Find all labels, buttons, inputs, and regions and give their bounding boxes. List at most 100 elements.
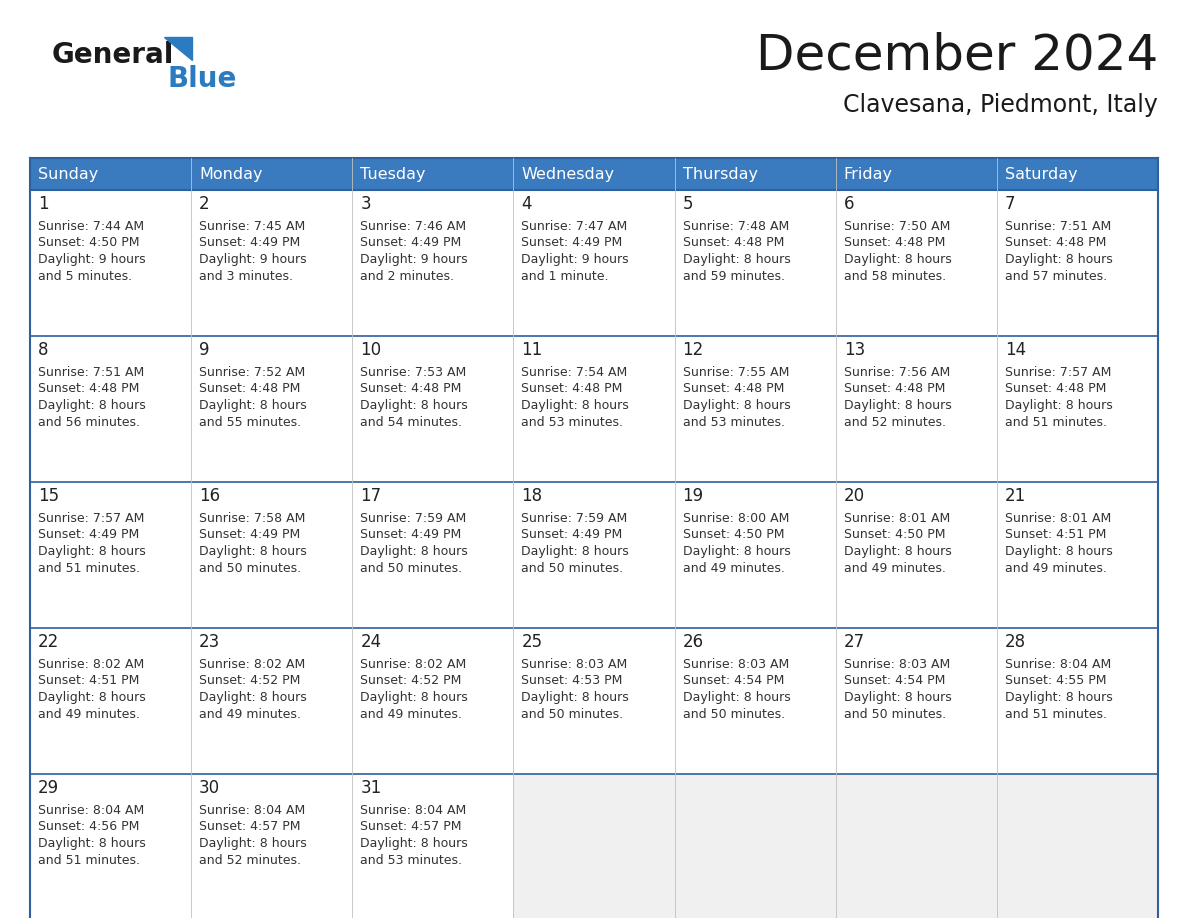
Text: Blue: Blue [168,65,236,93]
Text: and 50 minutes.: and 50 minutes. [200,563,302,576]
Text: 19: 19 [683,487,703,505]
Text: and 49 minutes.: and 49 minutes. [843,563,946,576]
Text: Daylight: 8 hours: Daylight: 8 hours [522,545,630,558]
Text: 31: 31 [360,779,381,797]
Text: Daylight: 8 hours: Daylight: 8 hours [683,253,790,266]
Text: Sunrise: 7:53 AM: Sunrise: 7:53 AM [360,365,467,378]
Text: Sunset: 4:49 PM: Sunset: 4:49 PM [38,529,139,542]
Text: Daylight: 8 hours: Daylight: 8 hours [522,399,630,412]
Text: Sunset: 4:57 PM: Sunset: 4:57 PM [200,821,301,834]
Text: 22: 22 [38,633,59,651]
Text: Daylight: 8 hours: Daylight: 8 hours [38,691,146,704]
Text: Sunrise: 7:58 AM: Sunrise: 7:58 AM [200,511,305,524]
Text: and 59 minutes.: and 59 minutes. [683,271,784,284]
Text: Sunset: 4:53 PM: Sunset: 4:53 PM [522,675,623,688]
Text: Sunset: 4:51 PM: Sunset: 4:51 PM [1005,529,1106,542]
Text: Sunrise: 8:01 AM: Sunrise: 8:01 AM [1005,511,1111,524]
Text: Sunset: 4:48 PM: Sunset: 4:48 PM [843,237,946,250]
Text: and 50 minutes.: and 50 minutes. [522,563,624,576]
Text: Sunrise: 7:51 AM: Sunrise: 7:51 AM [38,365,144,378]
Text: and 51 minutes.: and 51 minutes. [1005,709,1107,722]
Text: Saturday: Saturday [1005,166,1078,182]
Text: 24: 24 [360,633,381,651]
Text: Daylight: 9 hours: Daylight: 9 hours [522,253,630,266]
Text: and 3 minutes.: and 3 minutes. [200,271,293,284]
Text: Sunset: 4:50 PM: Sunset: 4:50 PM [843,529,946,542]
Text: and 49 minutes.: and 49 minutes. [200,709,301,722]
Bar [30,190,1158,336]
Text: Sunrise: 7:59 AM: Sunrise: 7:59 AM [522,511,627,524]
Bar [835,774,997,918]
Text: Sunset: 4:55 PM: Sunset: 4:55 PM [1005,675,1106,688]
Text: Daylight: 8 hours: Daylight: 8 hours [843,399,952,412]
Text: 13: 13 [843,341,865,359]
Text: Sunrise: 7:57 AM: Sunrise: 7:57 AM [1005,365,1111,378]
Text: General: General [52,41,175,69]
Text: Sunset: 4:48 PM: Sunset: 4:48 PM [843,383,946,396]
Text: Sunset: 4:48 PM: Sunset: 4:48 PM [522,383,623,396]
Text: Sunrise: 8:04 AM: Sunrise: 8:04 AM [200,803,305,816]
Text: Daylight: 8 hours: Daylight: 8 hours [683,691,790,704]
Text: and 2 minutes.: and 2 minutes. [360,271,454,284]
Text: Sunrise: 7:59 AM: Sunrise: 7:59 AM [360,511,467,524]
Text: Daylight: 8 hours: Daylight: 8 hours [522,691,630,704]
Text: Sunrise: 8:01 AM: Sunrise: 8:01 AM [843,511,950,524]
Text: 20: 20 [843,487,865,505]
Text: Tuesday: Tuesday [360,166,425,182]
Bar [30,336,1158,482]
Text: 12: 12 [683,341,703,359]
Text: Sunset: 4:49 PM: Sunset: 4:49 PM [360,529,461,542]
Text: Sunrise: 7:56 AM: Sunrise: 7:56 AM [843,365,950,378]
Text: Sunrise: 7:50 AM: Sunrise: 7:50 AM [843,219,950,232]
Text: 28: 28 [1005,633,1026,651]
Text: Daylight: 8 hours: Daylight: 8 hours [683,545,790,558]
Text: 6: 6 [843,195,854,213]
Text: Sunrise: 8:03 AM: Sunrise: 8:03 AM [522,657,627,670]
Bar [30,774,1158,918]
Text: Daylight: 8 hours: Daylight: 8 hours [360,545,468,558]
Text: Sunset: 4:48 PM: Sunset: 4:48 PM [360,383,462,396]
Text: and 53 minutes.: and 53 minutes. [522,417,624,430]
Text: 5: 5 [683,195,693,213]
Text: Thursday: Thursday [683,166,758,182]
Text: 11: 11 [522,341,543,359]
Text: Wednesday: Wednesday [522,166,614,182]
Text: and 49 minutes.: and 49 minutes. [1005,563,1107,576]
Text: Sunset: 4:50 PM: Sunset: 4:50 PM [38,237,139,250]
Text: 26: 26 [683,633,703,651]
Text: 14: 14 [1005,341,1026,359]
Text: 2: 2 [200,195,210,213]
Bar [30,628,1158,774]
Text: Friday: Friday [843,166,892,182]
Text: Daylight: 8 hours: Daylight: 8 hours [38,837,146,850]
Text: Sunset: 4:54 PM: Sunset: 4:54 PM [843,675,946,688]
Text: Daylight: 8 hours: Daylight: 8 hours [1005,253,1113,266]
Text: and 51 minutes.: and 51 minutes. [1005,417,1107,430]
Text: Sunrise: 7:44 AM: Sunrise: 7:44 AM [38,219,144,232]
Text: Sunset: 4:51 PM: Sunset: 4:51 PM [38,675,139,688]
Text: 29: 29 [38,779,59,797]
Text: Daylight: 8 hours: Daylight: 8 hours [200,399,307,412]
Text: and 50 minutes.: and 50 minutes. [360,563,462,576]
Text: 21: 21 [1005,487,1026,505]
Text: Sunset: 4:50 PM: Sunset: 4:50 PM [683,529,784,542]
Text: Sunrise: 8:02 AM: Sunrise: 8:02 AM [200,657,305,670]
Text: Sunrise: 8:04 AM: Sunrise: 8:04 AM [360,803,467,816]
Text: Sunset: 4:49 PM: Sunset: 4:49 PM [200,529,301,542]
Text: Sunrise: 8:02 AM: Sunrise: 8:02 AM [38,657,144,670]
Text: Sunrise: 7:54 AM: Sunrise: 7:54 AM [522,365,627,378]
Bar [997,774,1158,918]
Text: Sunset: 4:48 PM: Sunset: 4:48 PM [683,237,784,250]
Text: and 52 minutes.: and 52 minutes. [843,417,946,430]
Text: Sunrise: 7:45 AM: Sunrise: 7:45 AM [200,219,305,232]
Text: Daylight: 8 hours: Daylight: 8 hours [200,545,307,558]
Text: Daylight: 8 hours: Daylight: 8 hours [38,545,146,558]
Text: Monday: Monday [200,166,263,182]
Text: 30: 30 [200,779,220,797]
Text: Sunset: 4:52 PM: Sunset: 4:52 PM [200,675,301,688]
Text: and 49 minutes.: and 49 minutes. [683,563,784,576]
Text: and 53 minutes.: and 53 minutes. [360,855,462,868]
Text: Sunrise: 7:52 AM: Sunrise: 7:52 AM [200,365,305,378]
Text: Sunrise: 8:03 AM: Sunrise: 8:03 AM [843,657,950,670]
Text: Sunset: 4:56 PM: Sunset: 4:56 PM [38,821,139,834]
